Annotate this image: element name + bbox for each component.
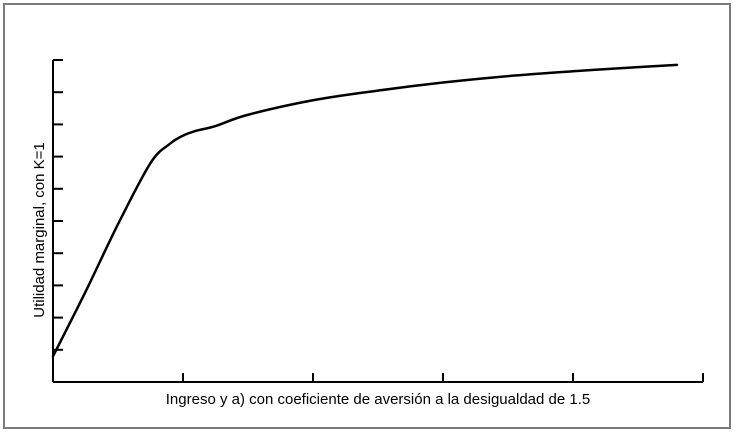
y-ticks <box>53 59 63 383</box>
y-axis-label: Utilidad marginal, con K=1 <box>31 142 48 318</box>
x-ticks <box>52 373 704 382</box>
utility-curve <box>51 63 679 358</box>
x-axis-label: Ingreso y a) con coeficiente de aversión… <box>166 391 590 408</box>
figure-frame <box>3 3 731 429</box>
